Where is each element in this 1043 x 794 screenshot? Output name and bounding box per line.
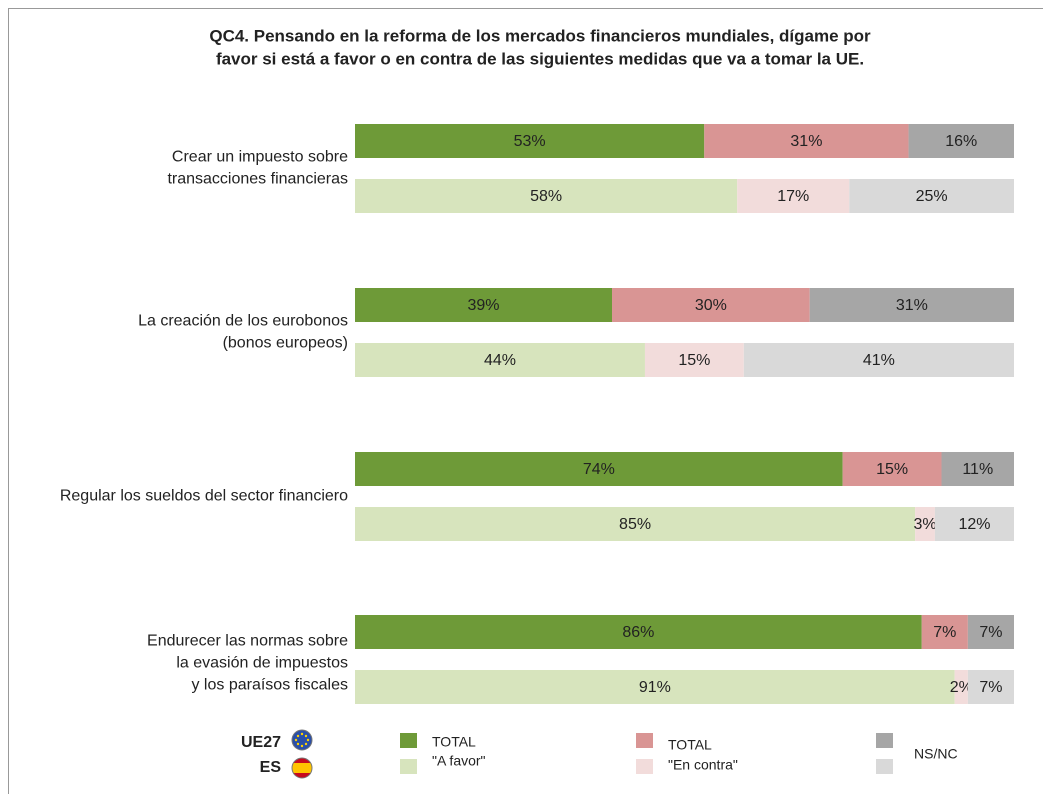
bar-segment xyxy=(967,670,1014,704)
value-label: 15% xyxy=(876,461,908,478)
value-label: 39% xyxy=(467,297,499,314)
value-label: 16% xyxy=(945,133,977,150)
category-label: la evasión de impuestos xyxy=(176,655,348,672)
bar-segment xyxy=(644,343,744,377)
legend-row-name: UE27 xyxy=(241,734,281,751)
legend-label: TOTAL xyxy=(432,734,476,750)
value-label: 58% xyxy=(530,188,562,205)
bar-segment xyxy=(355,670,955,704)
value-label: 17% xyxy=(777,188,809,205)
value-label: 85% xyxy=(619,516,651,533)
bar-segment xyxy=(967,615,1014,649)
category-label: Endurecer las normas sobre xyxy=(147,633,348,650)
value-label: 44% xyxy=(484,352,516,369)
legend-swatch xyxy=(876,759,893,774)
legend-label: NS/NC xyxy=(914,746,958,762)
category-label: (bonos europeos) xyxy=(223,335,348,352)
value-label: 74% xyxy=(583,461,615,478)
bar-segment xyxy=(849,179,1014,213)
value-label: 3% xyxy=(913,516,936,533)
bar-segment xyxy=(355,179,738,213)
legend-swatch xyxy=(636,733,653,748)
bar-segment xyxy=(355,288,613,322)
es-flag xyxy=(291,757,313,779)
category-label: Crear un impuesto sobre xyxy=(172,149,348,166)
value-label: 31% xyxy=(790,133,822,150)
bar-segment xyxy=(355,452,843,486)
legend-row-name: ES xyxy=(260,759,282,776)
value-label: 11% xyxy=(962,461,993,478)
value-label: 31% xyxy=(896,297,928,314)
bar-segment xyxy=(934,507,1014,541)
chart-title: QC4. Pensando en la reforma de los merca… xyxy=(209,26,871,45)
bar-segment xyxy=(355,507,916,541)
category-label: Regular los sueldos del sector financier… xyxy=(60,488,348,505)
bar-segment xyxy=(612,288,810,322)
value-label: 2% xyxy=(950,679,973,696)
value-label: 30% xyxy=(695,297,727,314)
value-label: 12% xyxy=(958,516,990,533)
legend-swatch xyxy=(636,759,653,774)
value-label: 53% xyxy=(514,133,546,150)
legend-label: "En contra" xyxy=(668,757,738,773)
eu-flag xyxy=(291,729,313,751)
bar-segment xyxy=(842,452,942,486)
value-label: 7% xyxy=(933,624,956,641)
chart-title: favor si está a favor o en contra de las… xyxy=(216,49,864,68)
legend-swatch xyxy=(400,733,417,748)
category-label: transacciones financieras xyxy=(167,171,348,188)
legend-swatch xyxy=(876,733,893,748)
bar-segment xyxy=(737,179,850,213)
bar-segment xyxy=(355,343,645,377)
category-label: y los paraísos fiscales xyxy=(191,677,348,694)
bar-segment xyxy=(908,124,1014,158)
bar-segment xyxy=(915,507,935,541)
bar-segment xyxy=(355,124,705,158)
legend-swatch xyxy=(400,759,417,774)
bar-segment xyxy=(941,452,1014,486)
value-label: 15% xyxy=(678,352,710,369)
legend-label: TOTAL xyxy=(668,737,712,753)
bar-segment xyxy=(809,288,1014,322)
bar-segment xyxy=(743,343,1014,377)
category-label: La creación de los eurobonos xyxy=(138,313,348,330)
value-label: 7% xyxy=(979,624,1002,641)
bar-segment xyxy=(921,615,968,649)
value-label: 86% xyxy=(622,624,654,641)
bar-segment xyxy=(954,670,968,704)
value-label: 41% xyxy=(863,352,895,369)
bar-segment xyxy=(355,615,922,649)
legend-label: "A favor" xyxy=(432,753,486,769)
value-label: 91% xyxy=(639,679,671,696)
value-label: 7% xyxy=(979,679,1002,696)
bar-segment xyxy=(704,124,909,158)
value-label: 25% xyxy=(916,188,948,205)
